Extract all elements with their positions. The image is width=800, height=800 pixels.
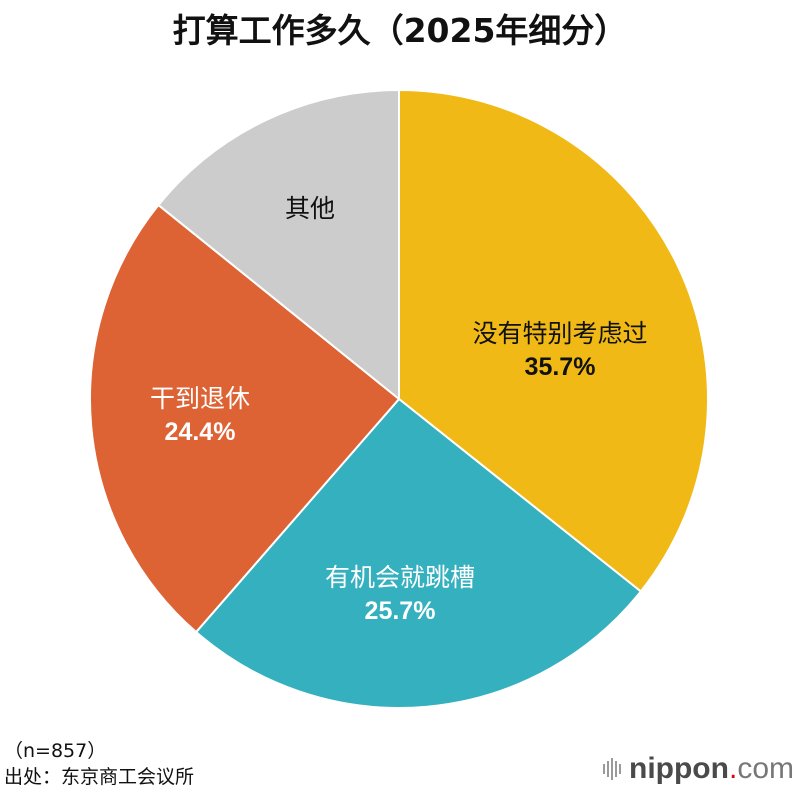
slice-percent: 35.7% bbox=[524, 352, 596, 381]
source-note: 出处：东京商工会议所 bbox=[4, 766, 195, 788]
logo-wordmark: nippon.com bbox=[629, 752, 794, 785]
slice-no-plan bbox=[398, 88, 709, 593]
nippon-logo: nippon.com bbox=[603, 752, 794, 786]
slice-label-other: 其他 bbox=[250, 193, 370, 226]
slice-percent: 25.7% bbox=[364, 596, 436, 625]
slice-name: 其他 bbox=[284, 194, 335, 223]
pie-slices bbox=[89, 88, 709, 709]
slice-job-hop bbox=[194, 397, 643, 709]
slice-label-until-retirement: 干到退休 24.4% bbox=[110, 383, 290, 448]
sample-size-note: （n=857） bbox=[4, 740, 107, 762]
slice-name: 有机会就跳槽 bbox=[324, 563, 475, 592]
chart-title: 打算工作多久（2025年细分） bbox=[172, 11, 628, 50]
slice-percent: 24.4% bbox=[164, 417, 236, 446]
slice-name: 干到退休 bbox=[149, 384, 250, 413]
sound-bars-icon bbox=[603, 758, 621, 780]
slice-other bbox=[157, 88, 400, 402]
slice-name: 没有特别考虑过 bbox=[472, 319, 648, 348]
slice-label-job-hop: 有机会就跳槽 25.7% bbox=[280, 562, 520, 627]
slice-until-retirement bbox=[89, 203, 401, 634]
slice-label-no-plan: 没有特别考虑过 35.7% bbox=[430, 318, 690, 383]
